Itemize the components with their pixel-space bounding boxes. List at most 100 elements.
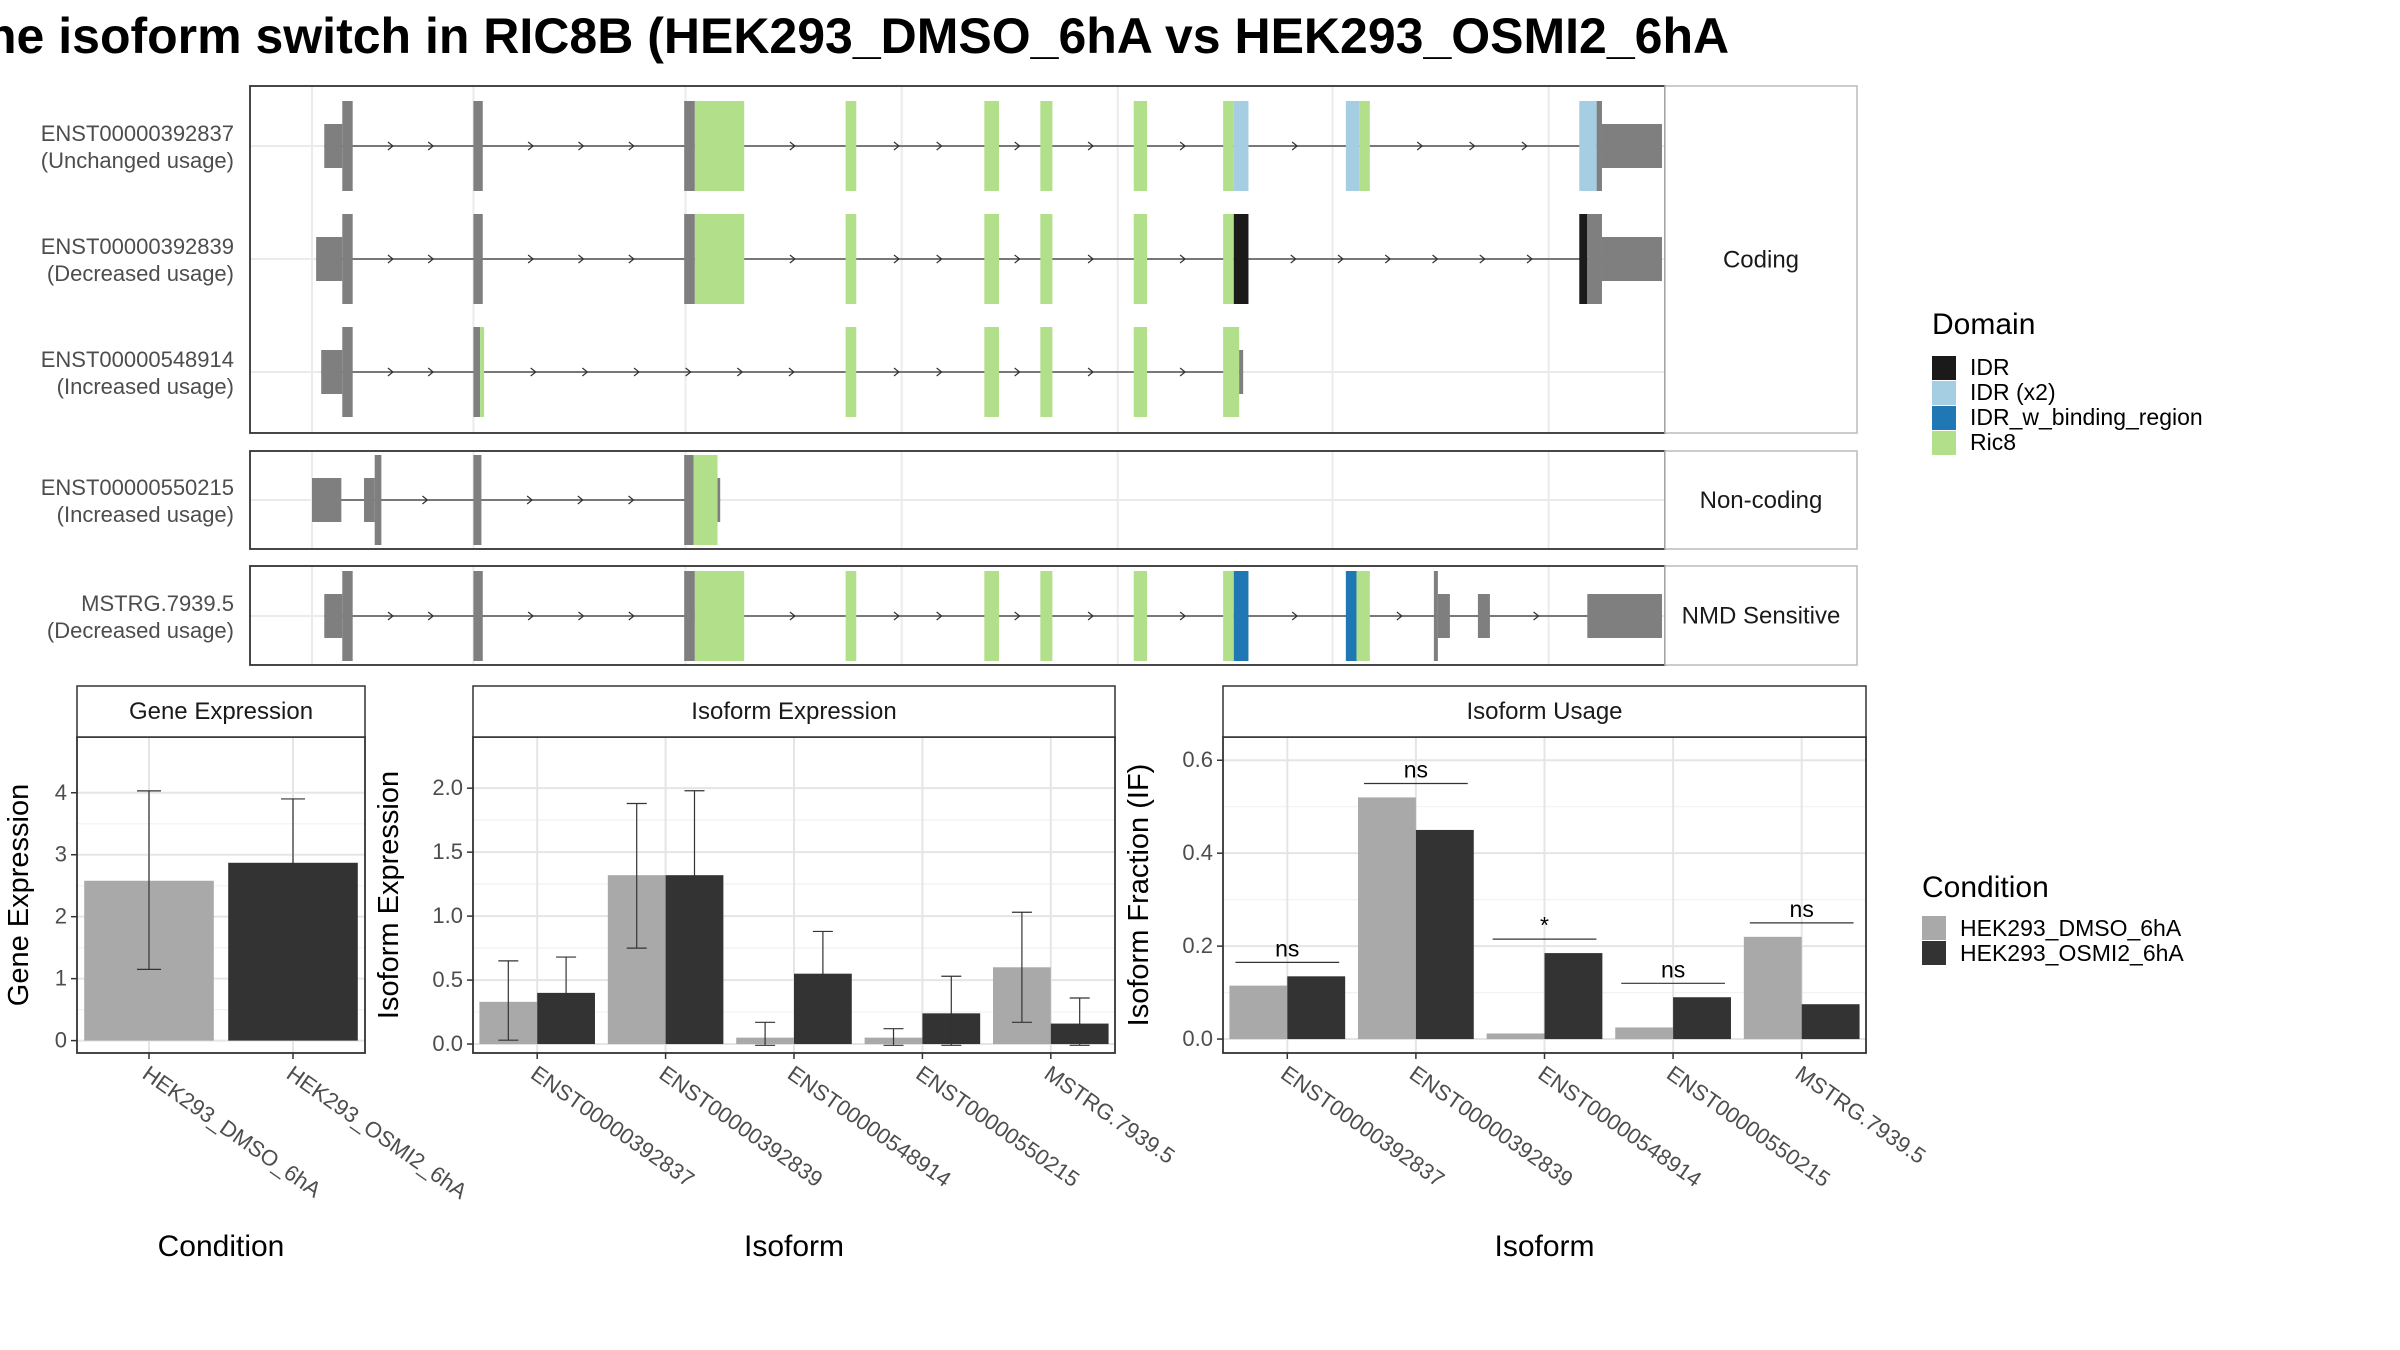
intron-direction-arrow xyxy=(1087,367,1095,377)
intron-direction-arrow xyxy=(1526,254,1533,264)
y-axis-title: Isoform Fraction (IF) xyxy=(1123,764,1155,1027)
domain-legend-key xyxy=(1932,356,1956,380)
intron-direction-arrow xyxy=(789,254,796,264)
exon-domain-IDR-x2- xyxy=(1579,101,1597,191)
exon-domain-Ric8 xyxy=(1133,101,1148,191)
exon-block xyxy=(473,101,483,191)
isoform-usage-label: (Increased usage) xyxy=(57,374,234,399)
intron-direction-arrow xyxy=(1179,254,1187,264)
facet-strip-label: Non-coding xyxy=(1700,487,1823,514)
exon-block xyxy=(684,214,695,304)
intron-direction-arrow xyxy=(387,254,394,264)
isoform-id-label: MSTRG.7939.5 xyxy=(81,591,234,616)
condition-legend-key xyxy=(1922,941,1946,965)
intron-direction-arrow xyxy=(578,254,585,264)
chart-1: 0.00.51.01.52.0ENST00000392837ENST000003… xyxy=(373,685,1180,1263)
exon-block xyxy=(316,237,343,281)
condition-legend-label: HEK293_OSMI2_6hA xyxy=(1960,940,2184,966)
domain-legend-label: IDR (x2) xyxy=(1970,379,2056,405)
intron-direction-arrow xyxy=(1014,367,1021,377)
exon-block xyxy=(717,478,721,522)
chart-title: Isoform Expression xyxy=(691,698,896,725)
exon-block xyxy=(684,571,695,661)
intron-direction-arrow xyxy=(527,254,535,264)
chart-strip xyxy=(1222,685,1867,738)
exon-domain-IDR-x2- xyxy=(1233,101,1249,191)
exon-domain-Ric8 xyxy=(694,101,745,191)
chart-title: Gene Expression xyxy=(129,698,313,725)
exon-block xyxy=(473,327,481,417)
exon-block xyxy=(321,350,343,394)
y-tick-label: 0.4 xyxy=(1182,840,1213,865)
x-axis-title: Isoform xyxy=(1494,1230,1594,1263)
exon-block xyxy=(1601,124,1662,168)
exon-domain-IDR-w-binding-region xyxy=(1233,571,1249,661)
intron-direction-arrow xyxy=(578,611,585,621)
bar xyxy=(1615,1027,1674,1040)
intron-direction-arrow xyxy=(936,141,943,151)
intron-direction-arrow xyxy=(736,367,744,377)
y-tick-label: 1.5 xyxy=(432,839,463,864)
exon-domain-Ric8 xyxy=(1133,571,1148,661)
exon-block xyxy=(342,101,353,191)
exon-block xyxy=(684,455,694,545)
structure-facet-1: ENST00000550215(Increased usage) Non-codi… xyxy=(41,450,1858,550)
domain-legend-label: Ric8 xyxy=(1970,429,2016,455)
exon-domain-Ric8 xyxy=(845,214,857,304)
exon-block xyxy=(364,478,375,522)
condition-legend-title: Condition xyxy=(1922,871,2049,904)
exon-domain-Ric8 xyxy=(693,455,718,545)
isoform-usage-label: (Decreased usage) xyxy=(47,261,234,286)
bar xyxy=(1486,1033,1545,1040)
isoform-usage-label: (Decreased usage) xyxy=(47,618,234,643)
domain-legend-label: IDR_w_binding_region xyxy=(1970,404,2203,430)
exon-block xyxy=(312,478,342,522)
bar xyxy=(1801,1004,1860,1040)
intron-direction-arrow xyxy=(1384,254,1392,264)
exon-block xyxy=(473,214,483,304)
intron-direction-arrow xyxy=(1179,141,1187,151)
significance-label: ns xyxy=(1275,935,1299,961)
exon-block xyxy=(342,327,353,417)
intron-direction-arrow xyxy=(1290,254,1297,264)
exon-domain-Ric8 xyxy=(694,214,745,304)
bar xyxy=(1673,997,1731,1040)
intron-direction-arrow xyxy=(387,611,394,621)
intron-direction-arrow xyxy=(427,141,435,151)
intron-direction-arrow xyxy=(427,367,435,377)
intron-direction-arrow xyxy=(1087,141,1095,151)
intron-direction-arrow xyxy=(893,141,900,151)
intron-direction-arrow xyxy=(1337,254,1344,264)
exon-domain-Ric8 xyxy=(845,327,857,417)
intron-direction-arrow xyxy=(1396,611,1403,621)
exon-domain-Ric8 xyxy=(845,101,857,191)
intron-direction-arrow xyxy=(1416,141,1424,151)
intron-direction-arrow xyxy=(685,367,692,377)
x-tick-label: MSTRG.7939.5 xyxy=(1040,1061,1180,1169)
structure-facet-0: ENST00000392837(Unchanged usage) ENST0000… xyxy=(41,85,1858,434)
intron-direction-arrow xyxy=(788,367,795,377)
exon-block xyxy=(342,571,353,661)
domain-legend-key xyxy=(1932,431,1956,455)
intron-direction-arrow xyxy=(628,495,635,505)
exon-domain-Ric8 xyxy=(1133,214,1148,304)
facet-strip-label: Coding xyxy=(1723,247,1799,274)
exon-block xyxy=(1601,237,1662,281)
exon-domain-Ric8 xyxy=(1223,571,1234,661)
facet-strip xyxy=(1664,450,1858,550)
domain-legend-label: IDR xyxy=(1970,354,2010,380)
structure-facet-2: MSTRG.7939.5(Decreased usage) NMD Sensiti… xyxy=(47,565,1858,666)
intron-direction-arrow xyxy=(387,367,394,377)
exon-domain-Ric8 xyxy=(1359,101,1370,191)
x-axis-title: Isoform xyxy=(744,1230,844,1263)
intron-direction-arrow xyxy=(1533,611,1540,621)
exon-block xyxy=(1433,571,1438,661)
intron-direction-arrow xyxy=(1014,611,1021,621)
intron-direction-arrow xyxy=(581,367,589,377)
exon-block xyxy=(374,455,382,545)
significance-label: ns xyxy=(1404,756,1428,782)
exon-block xyxy=(473,455,482,545)
exon-block xyxy=(1437,594,1450,638)
